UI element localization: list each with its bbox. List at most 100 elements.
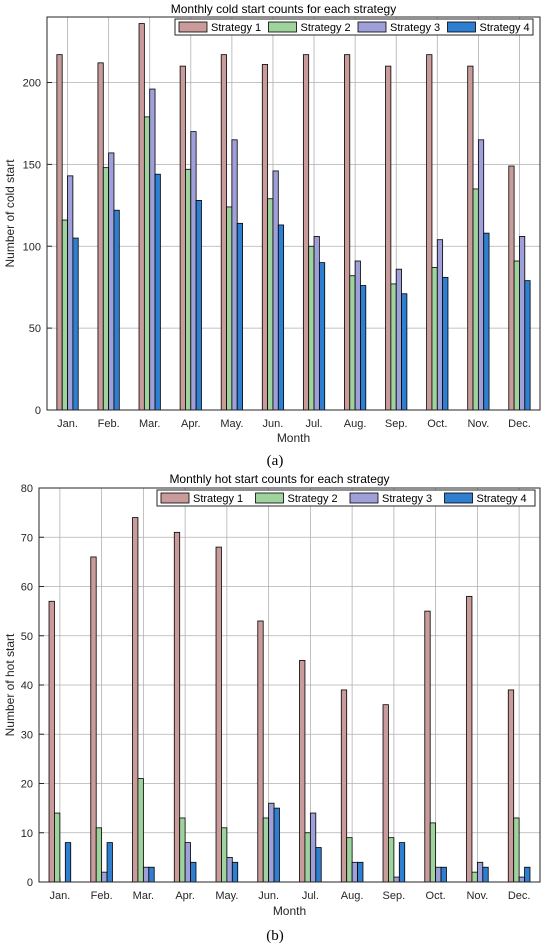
bar-strategy-4-oct bbox=[442, 276, 449, 411]
legend-label: Strategy 4 bbox=[477, 493, 527, 505]
y-tick-label: 10 bbox=[21, 828, 33, 840]
bar-strategy-4-apr bbox=[195, 199, 202, 411]
bar-strategy-1-jan bbox=[56, 54, 63, 411]
bar-strategy-2-nov bbox=[472, 188, 479, 411]
bar-strategy-2-may bbox=[221, 827, 228, 883]
legend-label: Strategy 2 bbox=[288, 493, 338, 505]
bar-strategy-1-jul bbox=[299, 659, 306, 883]
plot-area bbox=[46, 16, 541, 411]
cold-start-chart: 0 50 100 150 200 Jan. Feb. Mar. Apr. May. Jun. Jul.… bbox=[3, 2, 541, 445]
x-tick-label: Aug. bbox=[344, 418, 367, 430]
bar-strategy-2-jun bbox=[267, 198, 274, 411]
legend-label: Strategy 2 bbox=[301, 22, 351, 34]
bar-strategy-4-sep bbox=[398, 842, 406, 883]
bar-strategy-3-aug bbox=[351, 861, 358, 883]
bar-strategy-3-jul bbox=[309, 812, 317, 883]
x-tick-label: Nov. bbox=[466, 890, 488, 902]
legend-swatch bbox=[444, 492, 473, 504]
chart-title: Monthly cold start counts for each strat… bbox=[171, 2, 396, 16]
bar-strategy-2-jul bbox=[308, 245, 315, 411]
bar-strategy-1-aug bbox=[344, 54, 351, 411]
bar-strategy-2-nov bbox=[471, 871, 478, 883]
x-tick-label: Oct. bbox=[426, 890, 446, 902]
bar-strategy-4-may bbox=[236, 222, 243, 411]
bar-strategy-4-jun bbox=[273, 807, 280, 883]
y-tick-label: 60 bbox=[21, 582, 33, 594]
bar-strategy-4-dec bbox=[524, 866, 531, 883]
bar-strategy-4-jun bbox=[277, 224, 285, 411]
legend-label: Strategy 1 bbox=[193, 493, 243, 505]
bar-strategy-3-feb bbox=[108, 152, 115, 411]
bar-strategy-4-oct bbox=[440, 866, 447, 883]
bar-strategy-1-aug bbox=[340, 689, 348, 883]
x-tick-label: Sep. bbox=[385, 418, 408, 430]
bar-strategy-3-jan bbox=[67, 175, 74, 411]
legend: Strategy 1 Strategy 2 Strategy 3 Strategy 4 bbox=[156, 489, 536, 507]
bar-strategy-3-apr bbox=[184, 842, 191, 883]
x-tick-label: Aug. bbox=[341, 890, 364, 902]
bar-strategy-3-sep bbox=[395, 268, 402, 411]
bar-strategy-3-dec bbox=[518, 876, 525, 883]
y-axis-label: Number of hot start bbox=[3, 633, 17, 736]
legend: Strategy 1 Strategy 2 Strategy 3 Strategy 4 bbox=[174, 18, 534, 36]
bar-strategy-2-sep bbox=[388, 837, 395, 883]
y-tick-label: 20 bbox=[21, 779, 33, 791]
bar-strategy-4-feb bbox=[106, 842, 113, 883]
y-tick-label: 50 bbox=[29, 323, 41, 335]
y-tick-label: 150 bbox=[23, 159, 41, 171]
bar-strategy-1-oct bbox=[424, 610, 431, 883]
x-tick-label: Dec. bbox=[508, 890, 531, 902]
bar-strategy-2-dec bbox=[513, 817, 520, 883]
y-tick-label: 0 bbox=[35, 405, 41, 417]
bar-strategy-1-jun bbox=[261, 64, 269, 411]
bar-strategy-4-jul bbox=[318, 262, 326, 411]
legend-box bbox=[174, 18, 534, 36]
y-tick-label: 70 bbox=[21, 532, 33, 544]
bar-strategy-3-aug bbox=[354, 260, 361, 411]
x-tick-label: May. bbox=[220, 418, 243, 430]
bar-strategy-3-jun bbox=[272, 170, 279, 411]
x-tick-label: Apr. bbox=[181, 418, 201, 430]
bar-strategy-4-aug bbox=[360, 285, 367, 411]
bar-strategy-2-feb bbox=[102, 167, 110, 411]
bar-strategy-1-sep bbox=[385, 65, 392, 411]
bar-strategy-2-jan bbox=[54, 812, 61, 883]
y-axis-label: Number of cold start bbox=[3, 159, 17, 268]
bar-strategy-2-jun bbox=[262, 817, 270, 883]
bar-strategy-3-oct bbox=[435, 866, 442, 883]
bar-strategy-4-mar bbox=[148, 866, 155, 883]
legend-box bbox=[156, 489, 536, 507]
x-tick-label: Jan. bbox=[49, 890, 70, 902]
legend-label: Strategy 1 bbox=[211, 22, 261, 34]
bar-strategy-2-aug bbox=[349, 275, 356, 411]
legend-swatch bbox=[160, 492, 190, 504]
bar-strategy-1-jan bbox=[48, 600, 55, 883]
bar-strategy-4-sep bbox=[401, 293, 408, 411]
legend-label: Strategy 3 bbox=[382, 493, 432, 505]
bar-strategy-2-may bbox=[226, 206, 233, 411]
bar-strategy-1-nov bbox=[466, 595, 473, 883]
bar-strategy-1-may bbox=[220, 54, 227, 411]
x-tick-label: Jul. bbox=[305, 418, 322, 430]
bar-strategy-2-apr bbox=[185, 168, 192, 411]
legend-label: Strategy 4 bbox=[480, 22, 530, 34]
bar-strategy-3-mar bbox=[149, 88, 156, 411]
bar-strategy-3-mar bbox=[142, 866, 150, 883]
bar-strategy-2-mar bbox=[137, 778, 144, 883]
x-tick-label: Dec. bbox=[508, 418, 531, 430]
x-tick-label: Feb. bbox=[91, 890, 113, 902]
x-axis-label: Month bbox=[277, 431, 310, 445]
bar-strategy-2-oct bbox=[429, 822, 437, 883]
x-tick-label: Sep. bbox=[383, 890, 406, 902]
bar-strategy-2-mar bbox=[143, 116, 151, 411]
legend-swatch bbox=[268, 21, 297, 33]
y-tick-label: 50 bbox=[21, 631, 33, 643]
x-tick-label: Jun. bbox=[263, 418, 284, 430]
legend-swatch bbox=[178, 21, 208, 33]
bar-strategy-1-apr bbox=[179, 65, 186, 411]
plot-border bbox=[46, 16, 541, 411]
bar-strategy-3-jun bbox=[268, 802, 275, 883]
bar-strategy-4-nov bbox=[483, 232, 490, 411]
x-tick-label: Oct. bbox=[427, 418, 447, 430]
